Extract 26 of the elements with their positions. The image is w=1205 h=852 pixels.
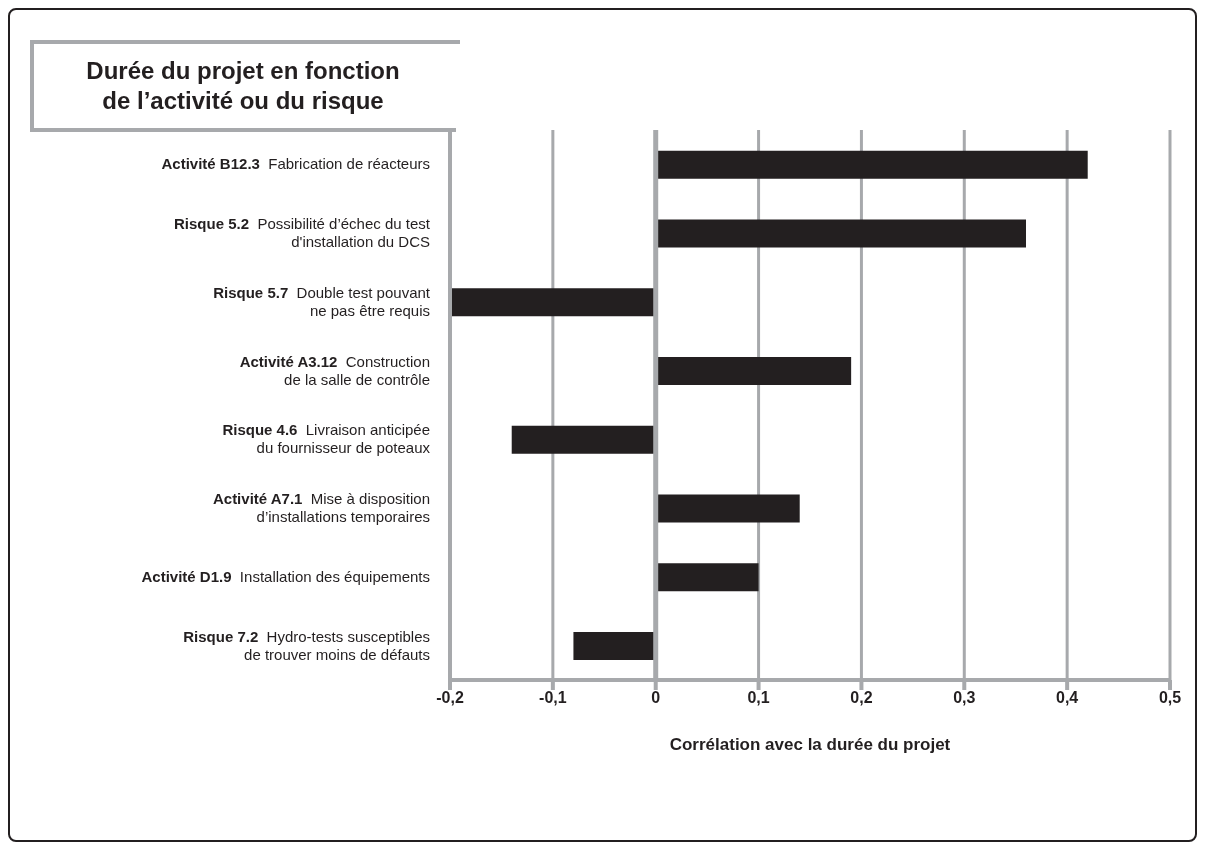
text: Durée du projet en fonction de l’activité ou du risque	[85, 56, 401, 116]
x-tick-label: -0,1	[539, 689, 567, 707]
y-tick-label: Activité B12.3 Fabrication de réacteurs	[161, 155, 430, 173]
x-tick-label: -0,2	[436, 689, 464, 707]
y-tick-label: Activité D1.9 Installation des équipements	[141, 567, 430, 585]
x-tick-label: 0,3	[953, 689, 976, 707]
y-tick-label: Activité A7.1 Mise à disposition d’installations temporaires	[212, 490, 430, 526]
x-axis-title: Corrélation avec la durée du projet	[669, 735, 951, 754]
bar	[655, 356, 852, 385]
bar	[511, 425, 656, 454]
y-tick-label: Risque 5.2 Possibilité d’échec du test d'installation du DCS	[174, 215, 431, 251]
x-tick-label: 0,5	[1158, 689, 1182, 707]
bar	[655, 219, 1026, 248]
y-tick-label: Risque 7.2 Hydro-tests susceptibles de trouver moins de défauts	[183, 627, 430, 663]
x-tick-label: 0,1	[747, 689, 770, 707]
y-tick-label: Activité A3.12 Construction de la salle de contrôle	[239, 352, 430, 388]
x-tick-label: 0	[651, 689, 661, 707]
bar	[573, 631, 656, 660]
x-tick-label: 0,2	[850, 689, 873, 707]
y-tick-label: Risque 4.6 Livraison anticipée du fournisseur de poteaux	[222, 421, 431, 457]
bar	[450, 288, 656, 317]
bar	[655, 494, 800, 523]
x-tick-label: 0,4	[1056, 689, 1079, 707]
bar	[655, 150, 1088, 179]
bar	[655, 563, 759, 592]
y-tick-label: Risque 5.7 Double test pouvant ne pas être requis	[213, 283, 431, 319]
